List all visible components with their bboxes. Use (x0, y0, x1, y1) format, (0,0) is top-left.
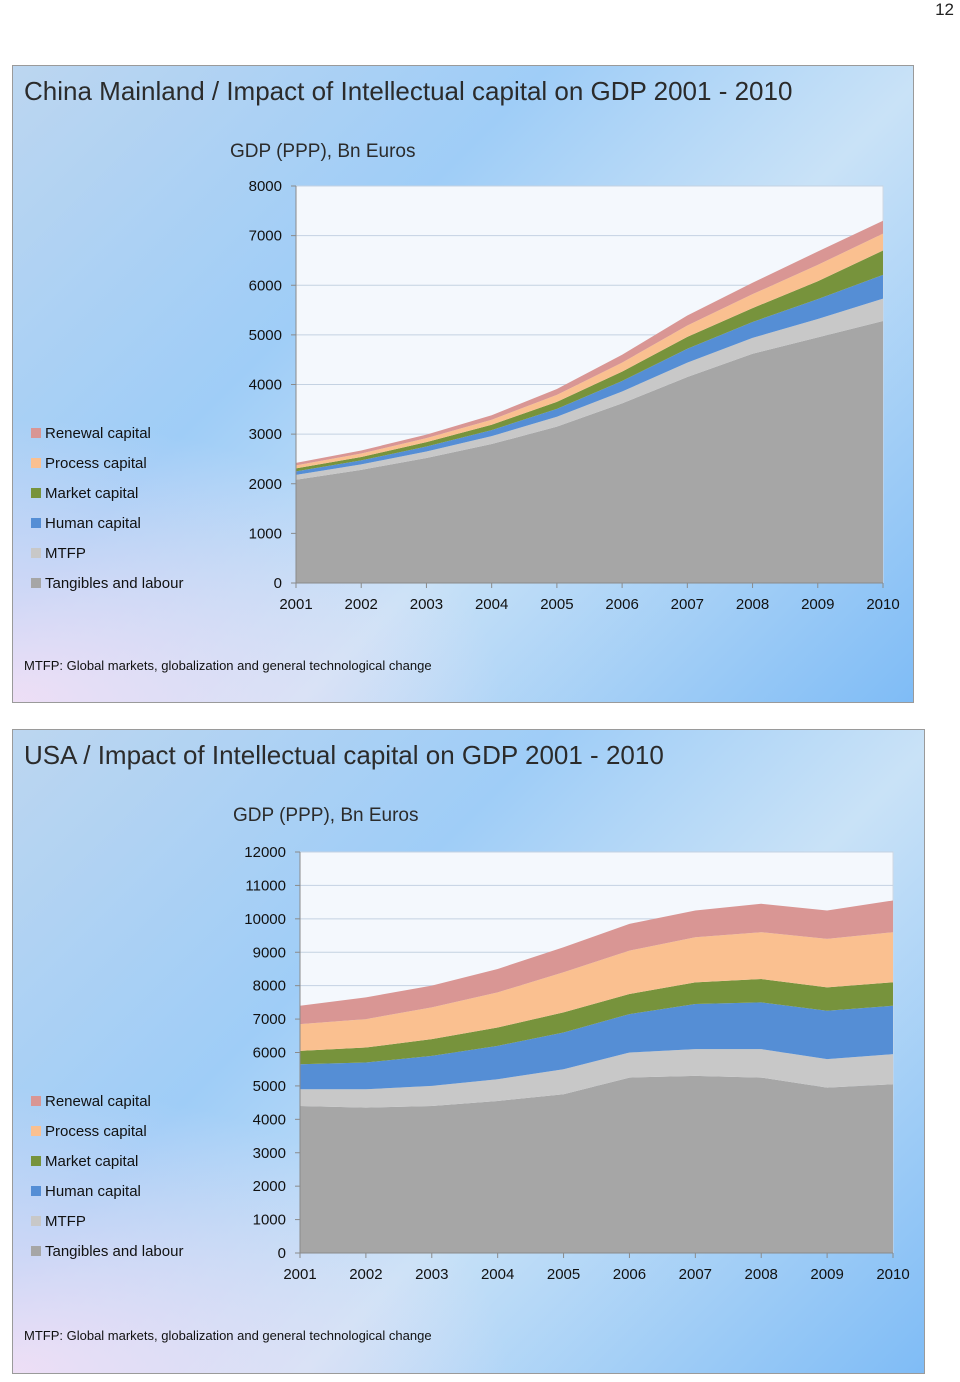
y-tick-label: 0 (274, 575, 282, 592)
legend-swatch (31, 548, 41, 558)
legend: Renewal capital Process capital Market c… (31, 1086, 183, 1266)
legend-item-human-capital: Human capital (31, 508, 183, 538)
x-tick-label: 2010 (876, 1266, 909, 1283)
y-tick-label: 4000 (253, 1111, 286, 1128)
legend-item-tangibles-and-labour: Tangibles and labour (31, 568, 183, 598)
legend-swatch (31, 578, 41, 588)
legend-label: Process capital (45, 1122, 147, 1140)
legend-swatch (31, 1216, 41, 1226)
area-series-human-capital (300, 1002, 893, 1090)
y-tick-label: 1000 (253, 1212, 286, 1229)
legend-label: MTFP (45, 544, 86, 562)
china-slide: China Mainland / Impact of Intellectual … (12, 65, 914, 703)
x-tick-label: 2002 (349, 1266, 382, 1283)
legend-item-renewal-capital: Renewal capital (31, 418, 183, 448)
legend-label: Process capital (45, 454, 147, 472)
legend-label: Tangibles and labour (45, 574, 184, 592)
legend-item-tangibles-and-labour: Tangibles and labour (31, 1236, 183, 1266)
legend-swatch (31, 1156, 41, 1166)
legend-label: MTFP (45, 1212, 86, 1230)
legend-item-renewal-capital: Renewal capital (31, 1086, 183, 1116)
legend-label: Human capital (45, 1182, 141, 1200)
y-tick-label: 10000 (244, 911, 286, 928)
usa-slide: USA / Impact of Intellectual capital on … (12, 729, 925, 1374)
x-tick-label: 2003 (410, 596, 443, 613)
y-tick-label: 5000 (249, 327, 282, 344)
area-series-process-capital (300, 932, 893, 1051)
area-series-market-capital (300, 978, 893, 1065)
legend-label: Renewal capital (45, 1092, 151, 1110)
legend-swatch (31, 518, 41, 528)
x-tick-label: 2004 (475, 596, 508, 613)
y-tick-label: 8000 (249, 178, 282, 195)
page-number: 12 (935, 0, 954, 19)
x-tick-label: 2001 (283, 1266, 316, 1283)
legend-item-market-capital: Market capital (31, 1146, 183, 1176)
usa-gdp-area-chart: 0 1000 2000 3000 4000 5000 6000 7000 8000 9000 100… (244, 844, 909, 1283)
legend-item-process-capital: Process capital (31, 448, 183, 478)
y-tick-label: 3000 (253, 1145, 286, 1162)
legend-swatch (31, 1186, 41, 1196)
y-tick-label: 9000 (253, 944, 286, 961)
legend-swatch (31, 1096, 41, 1106)
footnote: MTFP: Global markets, globalization and … (24, 1328, 432, 1343)
y-tick-label: 8000 (253, 978, 286, 995)
chart-title: GDP (PPP), Bn Euros (233, 805, 419, 826)
y-tick-label: 2000 (249, 476, 282, 493)
y-tick-label: 2000 (253, 1178, 286, 1195)
y-tick-label: 1000 (249, 525, 282, 542)
y-tick-label: 7000 (249, 228, 282, 245)
x-tick-label: 2008 (745, 1266, 778, 1283)
legend-label: Human capital (45, 514, 141, 532)
china-gdp-area-chart: 0 1000 2000 3000 4000 5000 6000 7000 8000 2001 200… (249, 178, 900, 613)
legend-item-mtfp: MTFP (31, 1206, 183, 1236)
legend-swatch (31, 1246, 41, 1256)
legend-item-mtfp: MTFP (31, 538, 183, 568)
slide-title: USA / Impact of Intellectual capital on … (24, 740, 664, 770)
x-tick-label: 2007 (671, 596, 704, 613)
slide-title: China Mainland / Impact of Intellectual … (24, 76, 793, 106)
footnote: MTFP: Global markets, globalization and … (24, 658, 432, 673)
y-tick-label: 6000 (253, 1045, 286, 1062)
legend-swatch (31, 1126, 41, 1136)
y-tick-label: 0 (278, 1245, 286, 1262)
y-tick-label: 4000 (249, 377, 282, 394)
y-tick-label: 11000 (245, 877, 286, 894)
legend-item-process-capital: Process capital (31, 1116, 183, 1146)
legend-swatch (31, 458, 41, 468)
x-tick-label: 2002 (345, 596, 378, 613)
x-tick-label: 2008 (736, 596, 769, 613)
area-series-tangibles-and-labour (296, 320, 883, 583)
x-tick-label: 2007 (679, 1266, 712, 1283)
x-tick-label: 2009 (801, 596, 834, 613)
legend-label: Market capital (45, 484, 139, 502)
legend-label: Market capital (45, 1152, 139, 1170)
x-tick-label: 2004 (481, 1266, 514, 1283)
x-tick-label: 2003 (415, 1266, 448, 1283)
y-tick-label: 3000 (249, 426, 282, 443)
x-tick-label: 2005 (540, 596, 573, 613)
x-tick-label: 2006 (613, 1266, 646, 1283)
legend-swatch (31, 488, 41, 498)
y-tick-label: 6000 (249, 277, 282, 294)
x-tick-label: 2006 (605, 596, 638, 613)
x-tick-label: 2009 (810, 1266, 843, 1283)
x-tick-label: 2010 (866, 596, 899, 613)
chart-title: GDP (PPP), Bn Euros (230, 141, 416, 162)
legend: Renewal capital Process capital Market c… (31, 418, 183, 598)
y-tick-label: 5000 (253, 1078, 286, 1095)
area-series-renewal-capital (300, 900, 893, 1025)
y-tick-label: 12000 (244, 844, 286, 861)
legend-item-market-capital: Market capital (31, 478, 183, 508)
x-tick-label: 2001 (279, 596, 312, 613)
area-series-mtfp (300, 1049, 893, 1108)
legend-swatch (31, 428, 41, 438)
legend-item-human-capital: Human capital (31, 1176, 183, 1206)
area-series-tangibles-and-labour (300, 1075, 893, 1253)
legend-label: Tangibles and labour (45, 1242, 184, 1260)
legend-label: Renewal capital (45, 424, 151, 442)
y-tick-label: 7000 (253, 1011, 286, 1028)
x-tick-label: 2005 (547, 1266, 580, 1283)
